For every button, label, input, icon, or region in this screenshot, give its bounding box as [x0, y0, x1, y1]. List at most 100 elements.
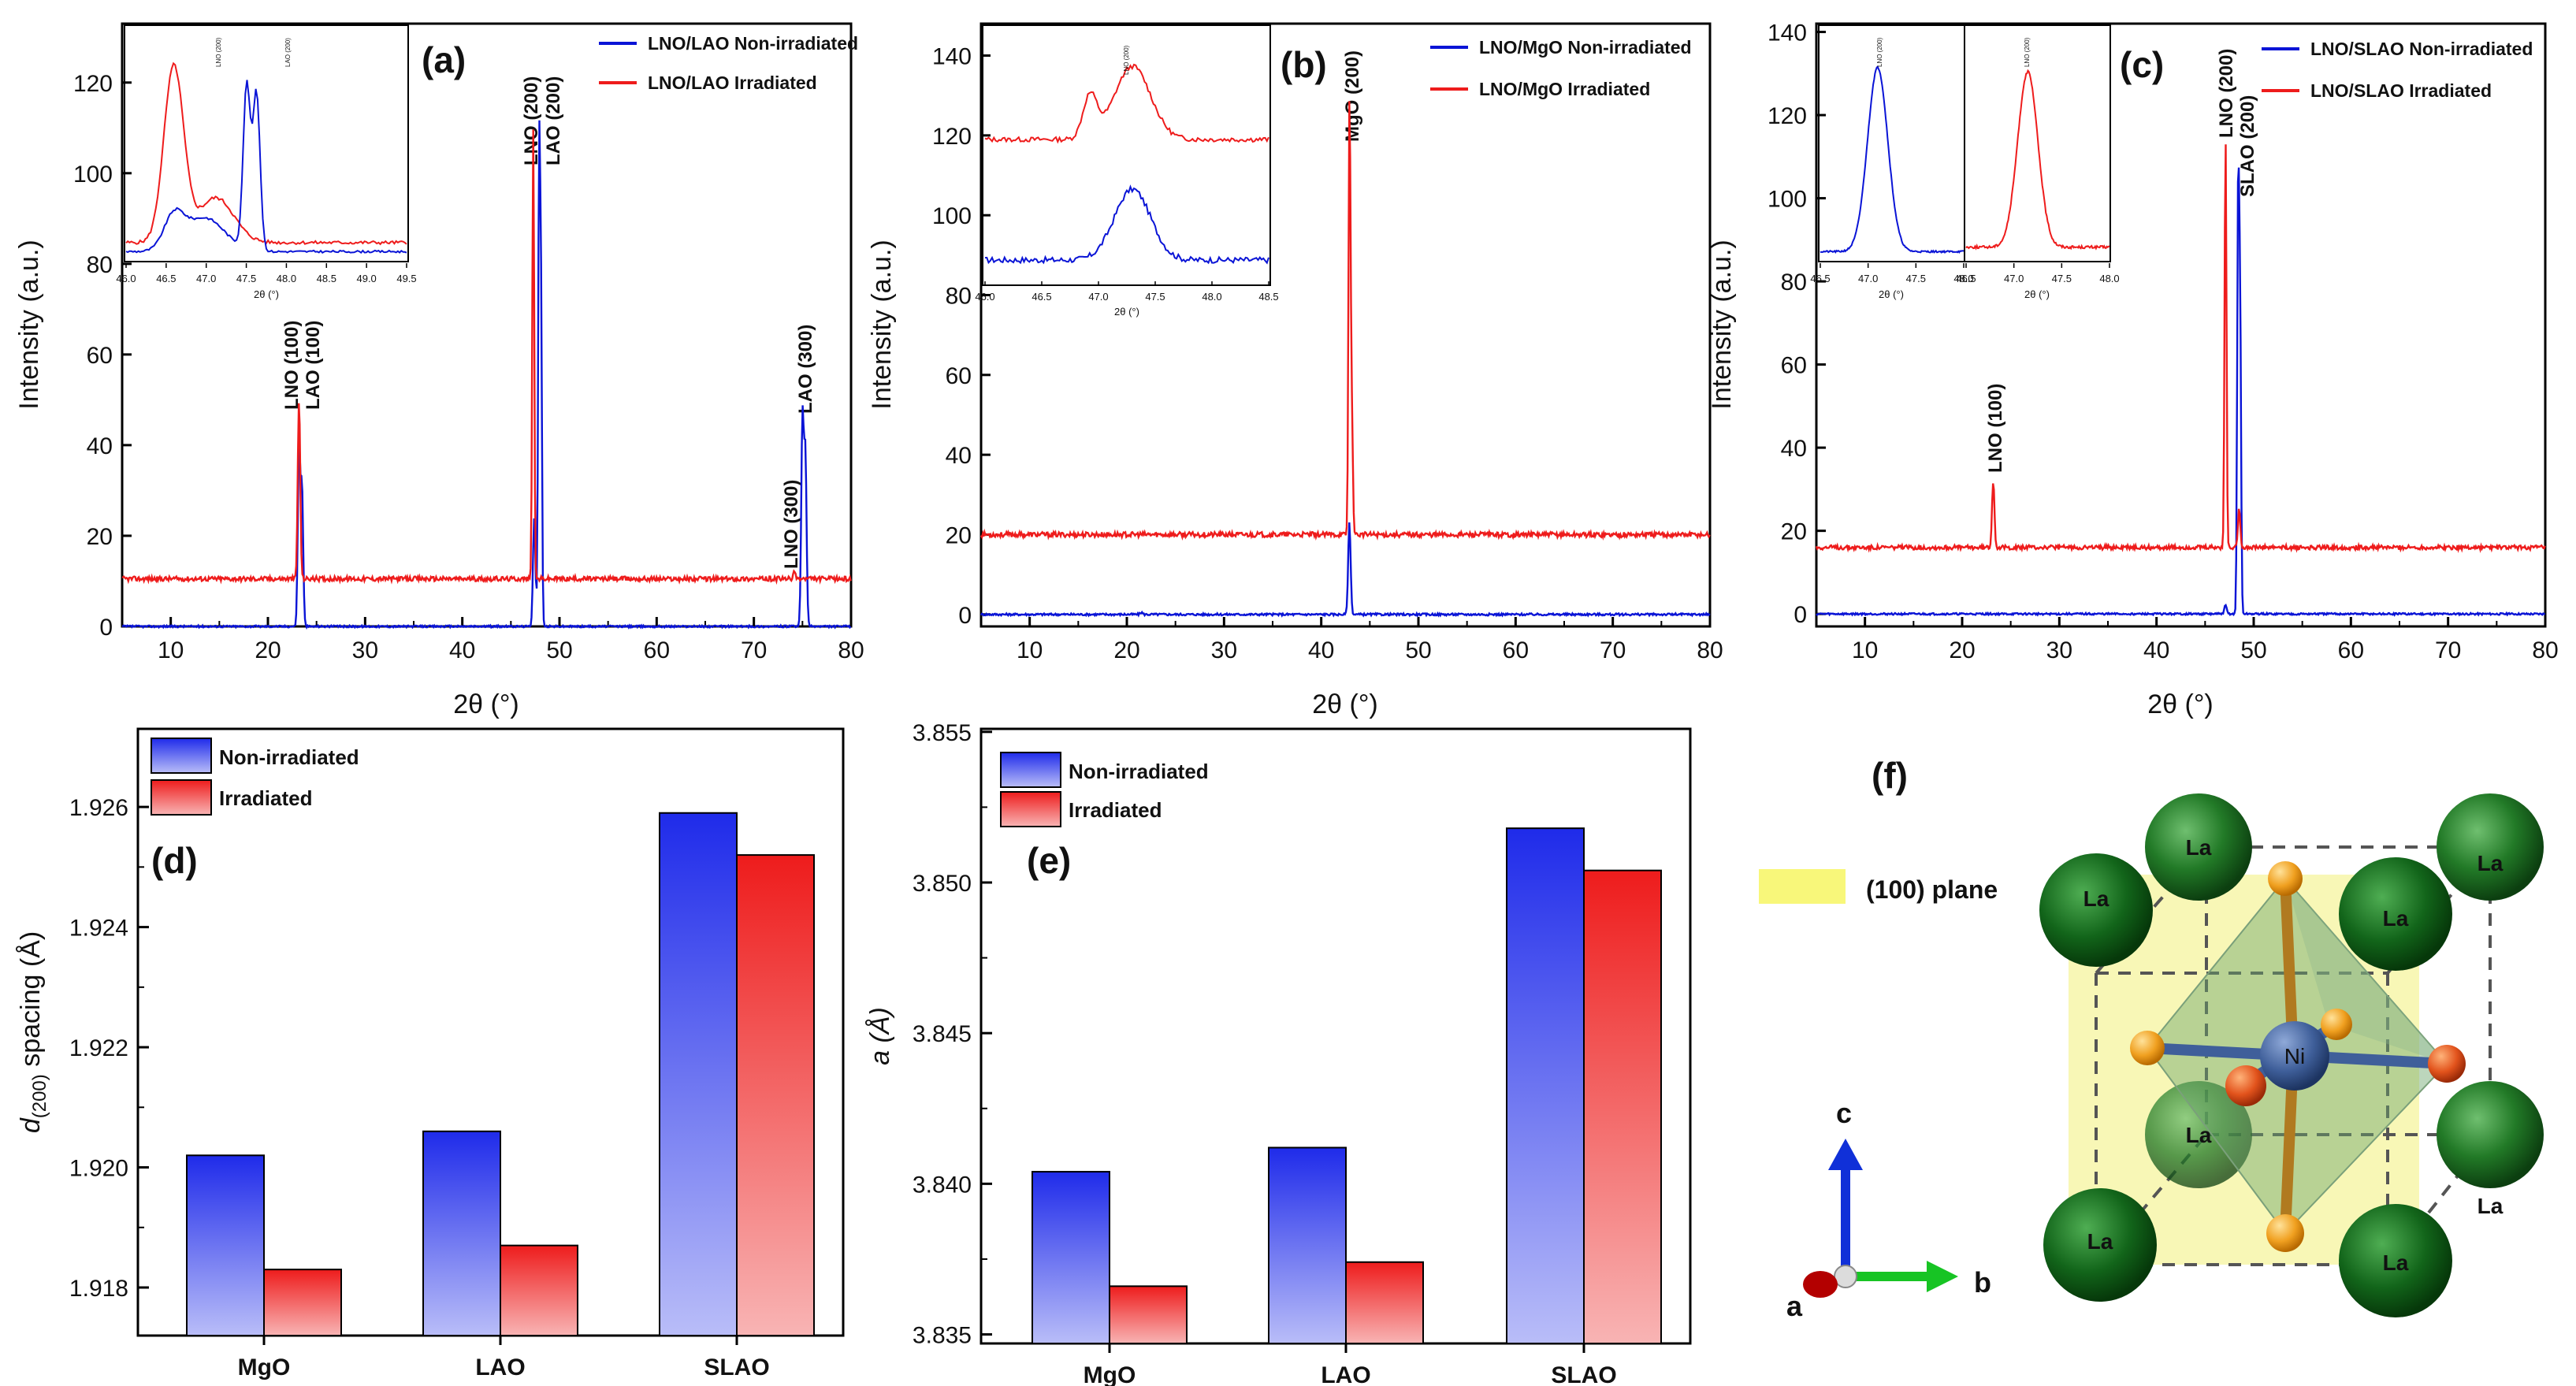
series-line-c-non-irradiated	[1816, 167, 2546, 617]
plane-legend-swatch	[1759, 869, 1846, 904]
legend-e: Non-irradiated Irradiated	[1000, 752, 1209, 827]
y-tick-label-a: 60	[87, 343, 113, 369]
y-tick-label-c: 120	[1768, 103, 1807, 129]
la-label: La	[2477, 851, 2504, 875]
inset-a-irradiated	[125, 61, 407, 246]
x-tick-label-c: 30	[2046, 637, 2072, 663]
legend-a-non-irradiated: LNO/LAO Non-irradiated	[648, 33, 858, 54]
o-atom	[2268, 861, 2303, 896]
peak-label-c-lno200: LNO (200)	[2216, 49, 2237, 138]
panel-letter-e: (e)	[1027, 840, 1071, 881]
unit-cell: Ni La La La La La La La La	[2039, 793, 2544, 1317]
o-atom	[2130, 1031, 2165, 1065]
y-tick-label-c: 20	[1781, 519, 1807, 545]
peak-label-b-mgo200: MgO (200)	[1342, 50, 1363, 142]
y-tick-label-e: 3.835	[913, 1323, 972, 1349]
inset-b-non-irradiated	[984, 184, 1269, 265]
panel-a: 46.0 46.5 47.0 47.5 48.0 48.5 49.0 49.5 2θ (°) LN…	[14, 22, 864, 719]
inset-x-tick-label-c: 47.5	[1906, 273, 1926, 284]
x-tick-label-a: 40	[449, 637, 475, 663]
bar-d-slao-irradiated	[736, 854, 815, 1336]
la-label: La	[2383, 906, 2409, 931]
inset-a: 46.0 46.5 47.0 47.5 48.0 48.5 49.0 49.5 2θ (°) LN…	[116, 24, 417, 300]
x-tick-label-c: 80	[2532, 637, 2558, 663]
x-tick-label-e: MgO	[1084, 1362, 1136, 1386]
peak-label-a-lao200: LAO (200)	[543, 76, 564, 165]
legend-b: LNO/MgO Non-irradiated LNO/MgO Irradiate…	[1430, 37, 1692, 99]
y-tick-label-c: 140	[1768, 20, 1807, 46]
x-tick-label-a: 70	[741, 637, 767, 663]
ylabel-b: Intensity (a.u.)	[867, 240, 897, 409]
xlabel-b: 2θ (°)	[1312, 689, 1378, 719]
y-tick-label-e: 3.855	[913, 720, 972, 746]
inset-peak-label-c: LNO (200)	[1876, 37, 1883, 67]
legend-c: LNO/SLAO Non-irradiated LNO/SLAO Irradia…	[2262, 39, 2533, 101]
inset-xlabel-c: 2θ (°)	[1879, 288, 1904, 300]
bar-e-slao-non-irradiated	[1506, 827, 1585, 1345]
legend-d: Non-irradiated Irradiated	[151, 738, 359, 816]
bar-e-slao-irradiated	[1583, 869, 1662, 1345]
inset-x-tick-label-a: 47.5	[236, 273, 256, 284]
la-label: La	[2383, 1250, 2409, 1275]
series-line-a-non-irradiated	[121, 120, 852, 630]
la-atom	[2339, 1204, 2452, 1317]
inset-peak-label-b: LNO (200)	[1123, 45, 1130, 75]
xlabel-a: 2θ (°)	[453, 689, 519, 719]
x-tick-label-c: 20	[1949, 637, 1975, 663]
la-atom	[2043, 1188, 2157, 1302]
inset-x-tick-label-a: 46.0	[116, 273, 136, 284]
x-tick-label-c: 50	[2240, 637, 2266, 663]
legend-e-irradiated: Irradiated	[1069, 798, 1162, 822]
x-tick-label-b: 50	[1405, 637, 1431, 663]
inset-c: 46.5 47.0 47.5 48.046.5 47.0 47.5 48.02θ (°) 2θ…	[1810, 24, 2120, 300]
bar-d-lao-non-irradiated	[422, 1130, 501, 1337]
inset-x-tick-label-a: 49.5	[396, 273, 416, 284]
x-tick-label-a: 50	[546, 637, 572, 663]
inset-x-tick-label-a: 48.5	[317, 273, 336, 284]
panel-letter-f: (f)	[1872, 755, 1908, 796]
bar-d-mgo-non-irradiated	[186, 1154, 265, 1336]
x-tick-label-a: 20	[255, 637, 281, 663]
panel-b: 46.0 46.5 47.0 47.5 48.0 48.52θ (°)LNO (200) …	[867, 22, 1723, 719]
b-axis-arrow	[1927, 1261, 1958, 1292]
inset-x-tick-label-b: 48.0	[1202, 291, 1221, 303]
series-line-b-non-irradiated	[979, 522, 1711, 618]
c-axis-arrow	[1828, 1139, 1863, 1170]
la-atom	[2339, 857, 2452, 971]
peak-label-a-lao100: LAO (100)	[303, 321, 324, 410]
inset-x-tick-label-c: 46.5	[1810, 273, 1830, 284]
y-tick-label-e: 3.845	[913, 1021, 972, 1047]
y-tick-label-c: 60	[1781, 353, 1807, 379]
inset-peak-label-a: LAO (200)	[284, 38, 292, 67]
legend-c-non-irradiated: LNO/SLAO Non-irradiated	[2310, 39, 2533, 59]
inset-x-tick-label-b: 48.5	[1258, 291, 1278, 303]
y-tick-label-e: 3.840	[913, 1172, 972, 1198]
bar-d-mgo-irradiated	[263, 1269, 342, 1337]
ylabel-c: Intensity (a.u.)	[1707, 240, 1737, 409]
y-tick-label-c: 80	[1781, 269, 1807, 295]
bar-e-lao-irradiated	[1345, 1261, 1424, 1344]
inset-x-tick-label-c: 46.5	[1956, 273, 1976, 284]
x-tick-label-b: 80	[1697, 637, 1723, 663]
panel-c: 46.5 47.0 47.5 48.046.5 47.0 47.5 48.02θ (°) 2θ…	[1707, 20, 2559, 719]
inset-xlabel-b: 2θ (°)	[1114, 306, 1139, 318]
xlabel-c: 2θ (°)	[2147, 689, 2214, 719]
panel-d: Non-irradiated Irradiated (d) d(200) spa…	[16, 727, 845, 1380]
la-label: La	[2087, 1229, 2113, 1254]
inset-c-irradiated	[1965, 69, 2110, 251]
bar-d-lao-irradiated	[500, 1244, 578, 1336]
legend-d-irradiated: Irradiated	[219, 786, 313, 810]
inset-b-irradiated	[984, 63, 1269, 144]
inset-peak-label-c: LNO (200)	[2024, 37, 2031, 67]
y-tick-label-b: 120	[932, 124, 972, 150]
ni-atom-label: Ni	[2284, 1044, 2305, 1068]
y-tick-label-c: 40	[1781, 436, 1807, 462]
la-label: La	[2186, 835, 2212, 860]
y-tick-label-b: 100	[932, 203, 972, 229]
y-tick-label-a: 40	[87, 433, 113, 459]
y-tick-label-b: 80	[946, 284, 972, 310]
ylabel-a: Intensity (a.u.)	[14, 240, 44, 409]
y-tick-label-a: 80	[87, 252, 113, 278]
y-tick-label-e: 3.850	[913, 871, 972, 897]
inset-x-tick-label-c: 47.0	[2004, 273, 2024, 284]
